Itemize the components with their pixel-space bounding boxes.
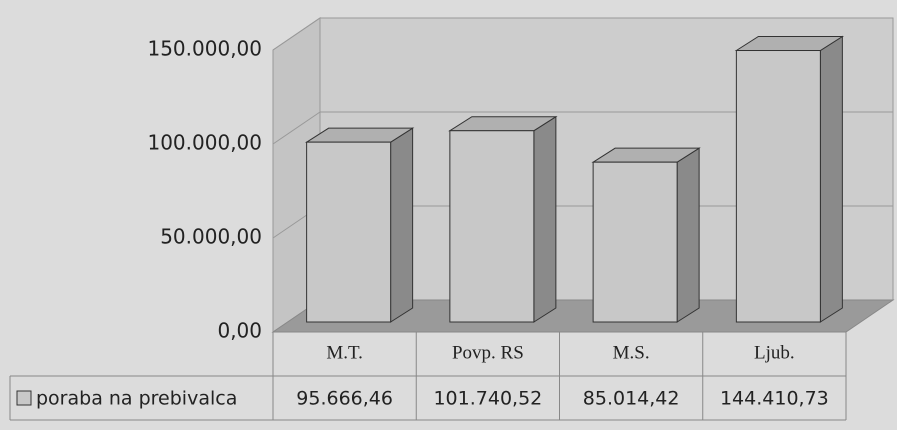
table-value: 95.666,46 [296, 388, 393, 410]
bar [592, 161, 678, 323]
y-tick-label: 50.000,00 [160, 225, 262, 249]
table-value: 144.410,73 [720, 388, 829, 410]
bar-side [819, 35, 843, 323]
y-tick-label: 150.000,00 [147, 37, 262, 61]
bar [449, 130, 535, 323]
bar [306, 141, 392, 323]
table-value: 101.740,52 [433, 388, 542, 410]
x-tick-label: M.T. [326, 342, 363, 363]
grid-line [272, 111, 321, 145]
y-tick-label: 100.000,00 [147, 131, 262, 155]
legend-swatch [16, 390, 32, 406]
legend-label: poraba na prebivalca [36, 388, 237, 410]
x-tick-label: M.S. [613, 342, 650, 363]
table-value: 85.014,42 [583, 388, 680, 410]
bar [735, 50, 821, 323]
bar-side [676, 147, 700, 323]
bar-side [390, 127, 414, 323]
bar-side [533, 115, 557, 323]
y-tick-label: 0,00 [217, 319, 262, 343]
x-tick-label: Povp. RS [452, 342, 524, 363]
x-tick-label: Ljub. [754, 342, 795, 363]
grid-line [272, 17, 321, 51]
